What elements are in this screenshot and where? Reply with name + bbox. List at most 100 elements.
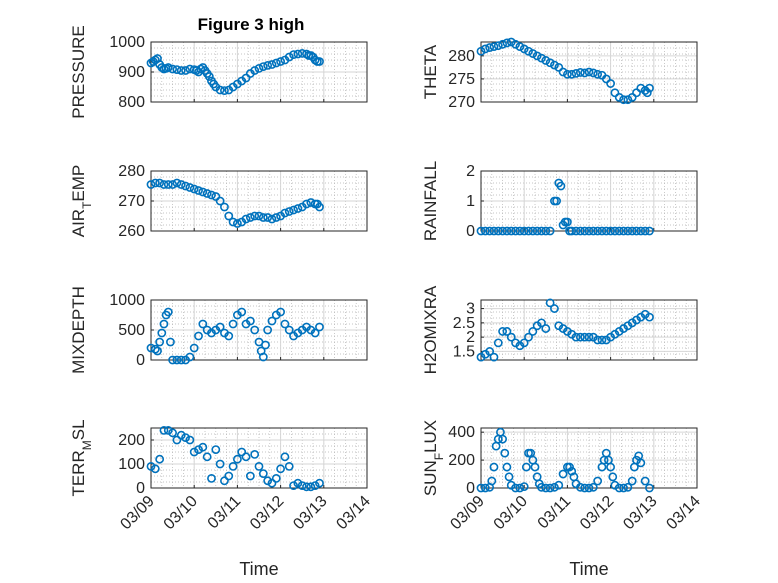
y-axis-label: MIXDEPTH [69,286,88,374]
data-point [532,226,542,236]
data-point [645,483,654,493]
data-point [502,327,512,336]
data-point [176,430,186,440]
y-tick-label: 0 [466,223,475,240]
data-point [150,178,160,188]
data-point [550,304,559,313]
data-point [176,355,186,365]
data-point [610,88,620,98]
data-point [588,68,598,78]
data-point [632,226,641,236]
data-point [172,178,182,188]
y-tick-label: 1.5 [453,343,475,360]
data-point [480,44,490,54]
y-axis-label: PRESSURE [69,25,88,119]
data-point [215,85,225,95]
data-point [550,60,559,70]
data-point [202,189,212,198]
data-point [198,442,208,452]
x-tick-label: 03/11 [535,493,575,533]
x-tick-label: 03/14 [663,493,703,533]
data-point [588,226,598,236]
data-point [593,69,603,79]
data-point [580,226,590,236]
x-tick-label: 03/09 [117,493,157,533]
data-point [254,64,264,73]
data-point [537,318,546,328]
x-tick-label: 03/12 [577,493,617,533]
data-point [528,327,538,336]
data-point [198,187,208,197]
y-axis-label: SUNFLUX [421,420,446,496]
data-point [168,428,177,438]
data-point [228,461,238,471]
data-point [241,214,251,224]
data-point [636,458,646,468]
data-point [645,83,654,93]
data-point [297,481,307,490]
data-point [545,226,555,236]
data-point [636,83,646,93]
data-point [515,42,525,52]
data-point [228,217,238,227]
data-point [228,319,238,329]
data-point [554,480,564,490]
data-point [146,180,156,189]
y-tick-label: 3 [466,301,475,318]
data-point [159,319,169,329]
data-point [489,226,499,236]
x-tick-label: 03/10 [161,493,201,533]
y-tick-label: 270 [118,193,145,210]
y-tick-label: 2 [466,329,475,346]
data-point [541,483,551,493]
data-point [480,483,490,493]
y-tick-label: 280 [118,163,145,180]
subplot-pressure: 800 900 1000 PRESSURE [69,25,368,119]
y-axis-label: AIRTEMP [69,165,94,238]
data-point [302,199,311,209]
data-point [168,355,177,365]
data-point [194,186,203,195]
subplot-rainfall: 0 1 2 RAINFALL [421,161,698,241]
data-point [237,307,247,317]
data-point [289,205,298,215]
data-point [315,478,324,488]
data-point [511,226,520,236]
data-point [567,226,577,236]
data-point [640,476,650,486]
data-point [623,95,633,105]
data-point [263,213,273,222]
data-point [211,445,221,454]
y-tick-label: 0 [466,480,475,497]
data-point [515,483,525,493]
data-point [532,51,542,61]
data-point [315,202,324,212]
x-tick-label: 03/10 [491,493,531,533]
data-point [204,72,214,81]
data-point [511,39,520,49]
data-point [580,332,590,342]
data-point [493,338,503,348]
data-point [537,53,546,63]
data-point [189,343,199,353]
data-point [241,452,251,462]
data-point [189,184,199,194]
data-point [610,226,620,236]
data-point [163,425,173,435]
y-axis-label: THETA [421,44,440,99]
data-point [601,226,611,236]
data-point [289,50,298,59]
data-point [245,471,255,481]
data-point [284,52,294,62]
data-point [627,92,637,102]
data-point [640,86,650,95]
y-tick-label: 500 [118,322,145,339]
y-tick-label: 900 [118,64,145,81]
data-point [172,355,182,365]
data-point [601,448,611,458]
data-point [545,58,555,68]
data-point [619,95,628,105]
y-tick-label: 280 [448,48,475,65]
data-point [480,226,490,236]
data-point [250,66,260,75]
